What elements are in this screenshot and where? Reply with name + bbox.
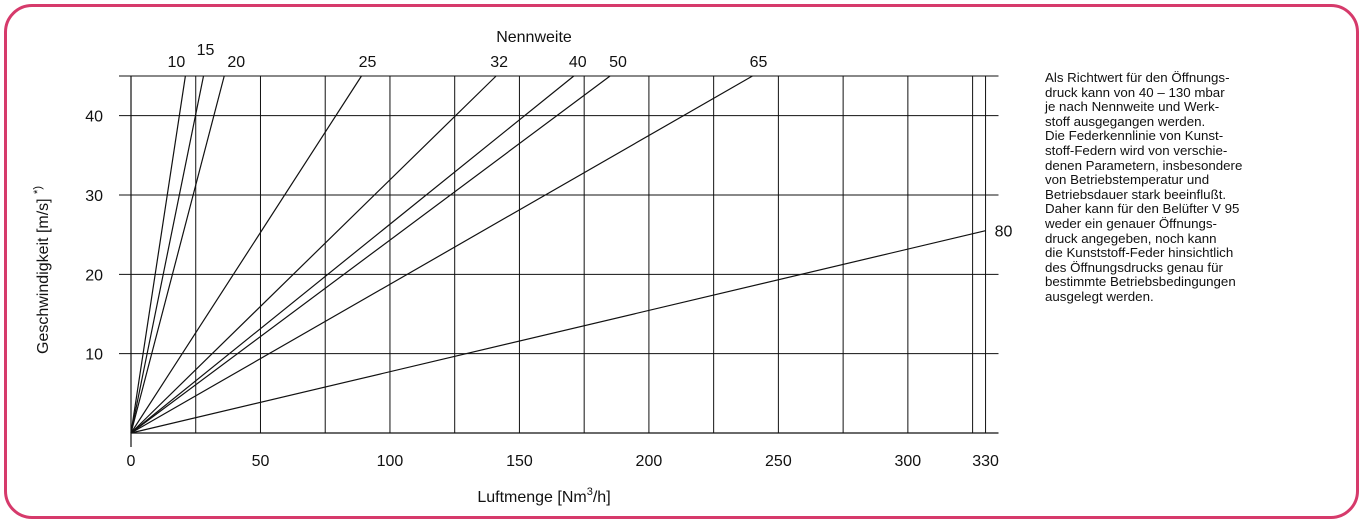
series-line-10 bbox=[130, 75, 186, 434]
y-tick-label: 20 bbox=[85, 267, 103, 284]
series-label-25: 25 bbox=[359, 54, 377, 71]
note-text: Als Richtwert für den Öffnungs-druck kan… bbox=[1045, 70, 1285, 305]
series-line-50 bbox=[130, 75, 611, 434]
note-line: je nach Nennweite und Werk- bbox=[1045, 99, 1220, 115]
x-tick-label: 100 bbox=[377, 453, 404, 470]
series-line-20 bbox=[130, 75, 225, 434]
series-line-25 bbox=[130, 75, 362, 434]
series-label-80: 80 bbox=[995, 224, 1013, 241]
note-line: von Betriebstemperatur und bbox=[1045, 172, 1210, 188]
x-tick-label: 200 bbox=[636, 453, 663, 470]
series-label-40: 40 bbox=[569, 54, 587, 71]
note-line: bestimmte Betriebsbedingungen bbox=[1045, 274, 1236, 290]
series-label-65: 65 bbox=[750, 54, 768, 71]
x-tick-label: 250 bbox=[765, 453, 792, 470]
note-line: ausgelegt werden. bbox=[1045, 288, 1154, 304]
chart-frame bbox=[4, 4, 1359, 519]
series-label-32: 32 bbox=[490, 54, 508, 71]
series-label-20: 20 bbox=[227, 54, 245, 71]
x-tick-label: 0 bbox=[127, 453, 136, 470]
note-line: stoff ausgegangen werden. bbox=[1045, 113, 1206, 129]
note-line: druck kann von 40 – 130 mbar bbox=[1045, 84, 1225, 100]
series-label-10: 10 bbox=[167, 54, 185, 71]
series-label-15: 15 bbox=[197, 42, 215, 59]
note-line: Die Federkennlinie von Kunst- bbox=[1045, 128, 1224, 144]
series-line-65 bbox=[130, 75, 753, 434]
y-tick-label: 10 bbox=[85, 347, 103, 364]
note-line: des Öffnungsdrucks genau für bbox=[1045, 259, 1223, 275]
note-line: Daher kann für den Belüfter V 95 bbox=[1045, 201, 1240, 217]
tick-labels: 0 50 100 150 200 250 300 330 10 20 30 40 bbox=[85, 109, 999, 470]
series-labels: 10 15 20 25 32 40 50 65 80 bbox=[167, 42, 1012, 241]
note-line: Betriebsdauer stark beeinflußt. bbox=[1045, 186, 1227, 202]
x-tick-label: 330 bbox=[972, 453, 999, 470]
note-line: stoff-Federn wird von verschie- bbox=[1045, 142, 1228, 158]
gridlines bbox=[119, 76, 999, 433]
series-label-50: 50 bbox=[609, 54, 627, 71]
note-line: Als Richtwert für den Öffnungs- bbox=[1045, 70, 1230, 85]
y-tick-label: 40 bbox=[85, 109, 103, 126]
note-line: denen Parametern, insbesondere bbox=[1045, 157, 1243, 173]
chart-title: Nennweite bbox=[496, 29, 572, 46]
x-tick-label: 150 bbox=[506, 453, 533, 470]
series-line-80 bbox=[130, 230, 986, 434]
series-line-40 bbox=[130, 75, 575, 434]
note-line: weder ein genauer Öffnungs- bbox=[1045, 215, 1217, 231]
series-line-32 bbox=[130, 75, 497, 434]
axes bbox=[119, 75, 999, 447]
y-tick-label: 30 bbox=[85, 188, 103, 205]
series-line-15 bbox=[130, 75, 205, 434]
note-line: die Kunststoff-Feder hinsichtlich bbox=[1045, 245, 1234, 261]
x-tick-label: 300 bbox=[895, 453, 922, 470]
series-lines bbox=[130, 75, 986, 434]
x-tick-label: 50 bbox=[252, 453, 270, 470]
x-axis-label: Luftmenge [Nm3/h] bbox=[477, 486, 610, 506]
note-line: druck angegeben, noch kann bbox=[1045, 230, 1217, 246]
y-axis-label: Geschwindigkeit [m/s] *) bbox=[32, 186, 52, 354]
